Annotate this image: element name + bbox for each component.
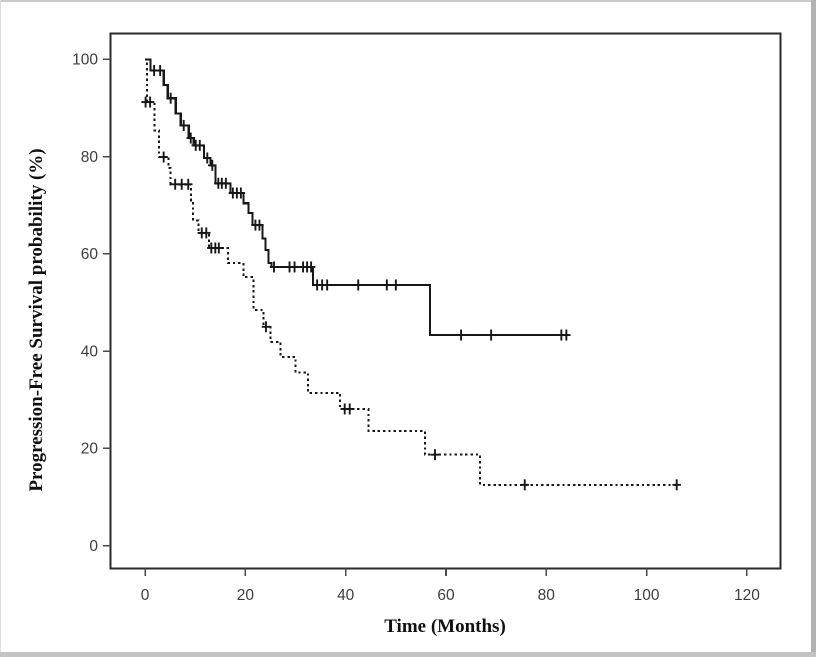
photo-edge-bottom bbox=[0, 652, 816, 657]
km-curve-dashed bbox=[145, 58, 678, 486]
y-tick-label: 40 bbox=[81, 343, 99, 360]
y-tick-label: 100 bbox=[72, 51, 98, 68]
x-axis-title: Time (Months) bbox=[384, 616, 506, 637]
x-tick-label: 60 bbox=[437, 587, 455, 604]
censor-marks-dashed bbox=[141, 96, 681, 491]
x-tick-label: 40 bbox=[337, 587, 355, 604]
y-axis-ticks bbox=[103, 58, 111, 547]
photo-edge-top bbox=[0, 0, 816, 2]
y-tick-label: 20 bbox=[81, 441, 99, 458]
photo-edge-right bbox=[811, 0, 816, 657]
x-tick-label: 0 bbox=[141, 587, 150, 604]
x-tick-label: 80 bbox=[538, 587, 556, 604]
x-axis-tick-labels: 0 20 40 60 80 100 120 bbox=[141, 587, 760, 604]
x-axis-ticks bbox=[144, 568, 748, 576]
y-tick-label: 60 bbox=[81, 246, 99, 263]
censor-marks-solid bbox=[149, 64, 571, 341]
photo-edge-left bbox=[0, 0, 1, 657]
y-axis-tick-labels: 0 20 40 60 80 100 bbox=[72, 51, 98, 554]
plot-border bbox=[109, 32, 782, 570]
y-axis-title: Progression-Free Survival probability (%… bbox=[26, 148, 47, 491]
y-tick-label: 80 bbox=[81, 149, 99, 166]
x-tick-label: 120 bbox=[734, 587, 760, 604]
km-curve-solid bbox=[145, 58, 568, 337]
y-tick-label: 0 bbox=[89, 538, 98, 555]
x-tick-label: 20 bbox=[237, 587, 255, 604]
x-tick-label: 100 bbox=[634, 587, 660, 604]
